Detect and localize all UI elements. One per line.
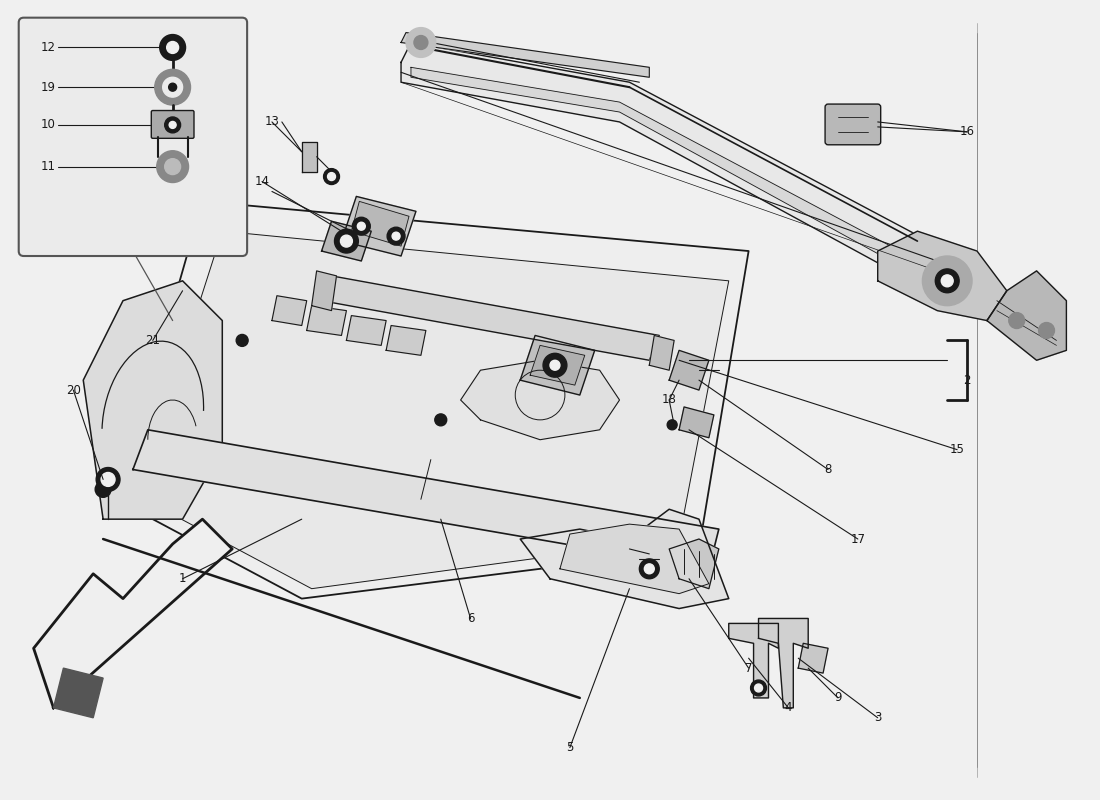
Circle shape [236, 334, 249, 346]
Circle shape [96, 482, 111, 498]
Circle shape [165, 117, 180, 133]
Circle shape [387, 227, 405, 245]
Polygon shape [133, 430, 718, 569]
Polygon shape [759, 618, 808, 708]
Circle shape [341, 235, 352, 247]
Polygon shape [987, 271, 1066, 360]
Polygon shape [311, 271, 337, 310]
Text: 16: 16 [959, 126, 975, 138]
Text: 3: 3 [874, 711, 881, 724]
Circle shape [434, 414, 447, 426]
Polygon shape [341, 197, 416, 256]
Text: 17: 17 [850, 533, 866, 546]
Text: 6: 6 [466, 612, 474, 625]
Circle shape [169, 122, 176, 128]
Polygon shape [351, 202, 409, 246]
Text: 12: 12 [41, 41, 56, 54]
Circle shape [923, 256, 972, 306]
Circle shape [323, 169, 340, 185]
Circle shape [160, 34, 186, 60]
Text: 21: 21 [145, 334, 161, 347]
Circle shape [755, 684, 762, 692]
Text: 14: 14 [254, 175, 270, 188]
Circle shape [157, 150, 188, 182]
Text: 2: 2 [964, 374, 971, 386]
Circle shape [334, 229, 359, 253]
Polygon shape [560, 524, 708, 594]
Polygon shape [411, 67, 937, 281]
Polygon shape [386, 326, 426, 355]
Circle shape [168, 83, 177, 91]
Polygon shape [123, 202, 749, 598]
Polygon shape [799, 643, 828, 673]
Polygon shape [649, 335, 674, 370]
Text: 1: 1 [179, 572, 186, 586]
Text: 11: 11 [41, 160, 56, 173]
Polygon shape [307, 306, 346, 335]
Polygon shape [728, 623, 779, 698]
Circle shape [163, 78, 183, 97]
Text: 5: 5 [566, 741, 573, 754]
Circle shape [165, 158, 180, 174]
Polygon shape [321, 276, 659, 360]
Polygon shape [679, 407, 714, 438]
Polygon shape [34, 519, 232, 708]
Circle shape [942, 275, 954, 286]
Polygon shape [461, 360, 619, 440]
Circle shape [101, 473, 116, 486]
Circle shape [645, 564, 654, 574]
Polygon shape [669, 539, 718, 589]
Circle shape [406, 28, 436, 58]
Circle shape [935, 269, 959, 293]
Circle shape [328, 173, 336, 181]
Circle shape [1038, 322, 1055, 338]
Polygon shape [321, 222, 372, 261]
Polygon shape [530, 346, 585, 385]
Polygon shape [669, 350, 708, 390]
Text: 4: 4 [784, 702, 792, 714]
Circle shape [414, 35, 428, 50]
Circle shape [639, 559, 659, 578]
FancyBboxPatch shape [152, 110, 194, 138]
Polygon shape [272, 296, 307, 326]
Circle shape [155, 70, 190, 105]
Polygon shape [402, 33, 649, 78]
Polygon shape [84, 281, 222, 519]
FancyBboxPatch shape [19, 18, 248, 256]
Text: 19: 19 [41, 81, 56, 94]
Text: 18: 18 [662, 394, 676, 406]
Circle shape [1009, 313, 1025, 329]
Circle shape [550, 360, 560, 370]
Polygon shape [346, 315, 386, 346]
Text: 10: 10 [41, 118, 56, 131]
Polygon shape [301, 142, 317, 171]
Polygon shape [520, 335, 595, 395]
Polygon shape [520, 510, 728, 609]
Text: 9: 9 [834, 691, 842, 705]
Circle shape [167, 42, 178, 54]
Text: 8: 8 [824, 463, 832, 476]
Circle shape [750, 680, 767, 696]
Text: 20: 20 [66, 383, 80, 397]
Text: 7: 7 [745, 662, 752, 674]
Polygon shape [54, 668, 103, 718]
Circle shape [96, 467, 120, 491]
Circle shape [668, 420, 678, 430]
FancyBboxPatch shape [825, 104, 881, 145]
Polygon shape [143, 231, 728, 589]
Polygon shape [878, 231, 1006, 321]
Circle shape [543, 354, 566, 377]
Circle shape [392, 232, 400, 240]
Text: 13: 13 [264, 115, 279, 129]
Polygon shape [402, 42, 967, 301]
Text: 15: 15 [949, 443, 965, 456]
Circle shape [358, 222, 365, 230]
Circle shape [352, 218, 371, 235]
